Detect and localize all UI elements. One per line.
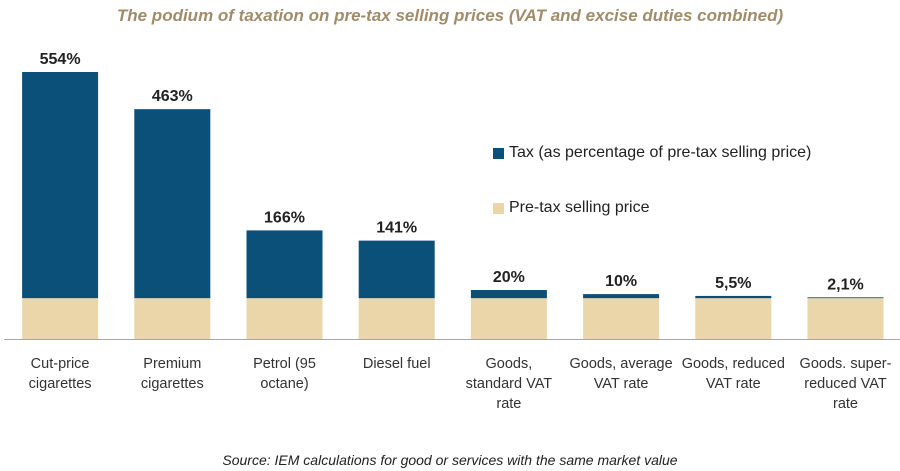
bar-value-label: 10% xyxy=(605,273,637,290)
bar-value-label: 5,5% xyxy=(715,275,751,292)
category-label: VAT rate xyxy=(594,376,649,392)
bar-tax xyxy=(470,290,547,299)
bar-tax xyxy=(134,109,211,299)
bar-base xyxy=(807,298,884,339)
bar-value-label: 166% xyxy=(264,209,305,226)
bar-base xyxy=(695,298,772,339)
bar-base xyxy=(246,298,323,339)
legend-item-base: Pre-tax selling price xyxy=(493,199,650,217)
bar-value-label: 463% xyxy=(152,88,193,105)
legend-swatch-base xyxy=(493,202,504,214)
category-label: octane) xyxy=(260,376,308,392)
bar-tax xyxy=(695,295,772,299)
bar-value-label: 554% xyxy=(40,51,81,68)
category-label: Cut-price xyxy=(31,356,90,372)
category-label: Goods, reduced xyxy=(682,356,785,372)
category-label: Diesel fuel xyxy=(363,356,431,372)
bar-value-label: 2,1% xyxy=(827,276,863,293)
category-label: reduced VAT xyxy=(804,376,887,392)
category-label: Premium xyxy=(143,356,201,372)
bar-tax xyxy=(807,297,884,299)
category-label: cigarettes xyxy=(29,376,92,392)
category-label: Goods. super- xyxy=(800,356,892,372)
category-label: Goods, average xyxy=(570,356,673,372)
category-label: rate xyxy=(496,396,521,412)
chart-title: The podium of taxation on pre-tax sellin… xyxy=(116,6,784,25)
category-label: Petrol (95 xyxy=(253,356,316,372)
category-label: rate xyxy=(833,396,858,412)
category-label: cigarettes xyxy=(141,376,204,392)
bar-base xyxy=(358,298,435,339)
legend-swatch-tax xyxy=(493,147,504,159)
legend-label-base: Pre-tax selling price xyxy=(509,199,650,216)
bar-tax xyxy=(22,72,99,299)
category-label: VAT rate xyxy=(706,376,761,392)
bar-tax xyxy=(246,230,323,299)
bar-base xyxy=(583,298,660,339)
bar-value-label: 20% xyxy=(493,269,525,286)
bar-value-label: 141% xyxy=(376,220,417,237)
source-note: Source: IEM calculations for good or ser… xyxy=(222,452,678,468)
legend-item-tax: Tax (as percentage of pre-tax selling pr… xyxy=(493,144,811,162)
bar-tax xyxy=(583,294,660,299)
category-label: standard VAT xyxy=(466,376,553,392)
bar-base xyxy=(22,298,99,339)
bar-base xyxy=(134,298,211,339)
bar-tax xyxy=(358,240,435,299)
bar-base xyxy=(470,298,547,339)
category-label: Goods, xyxy=(486,356,533,372)
legend-label-tax: Tax (as percentage of pre-tax selling pr… xyxy=(509,144,812,161)
